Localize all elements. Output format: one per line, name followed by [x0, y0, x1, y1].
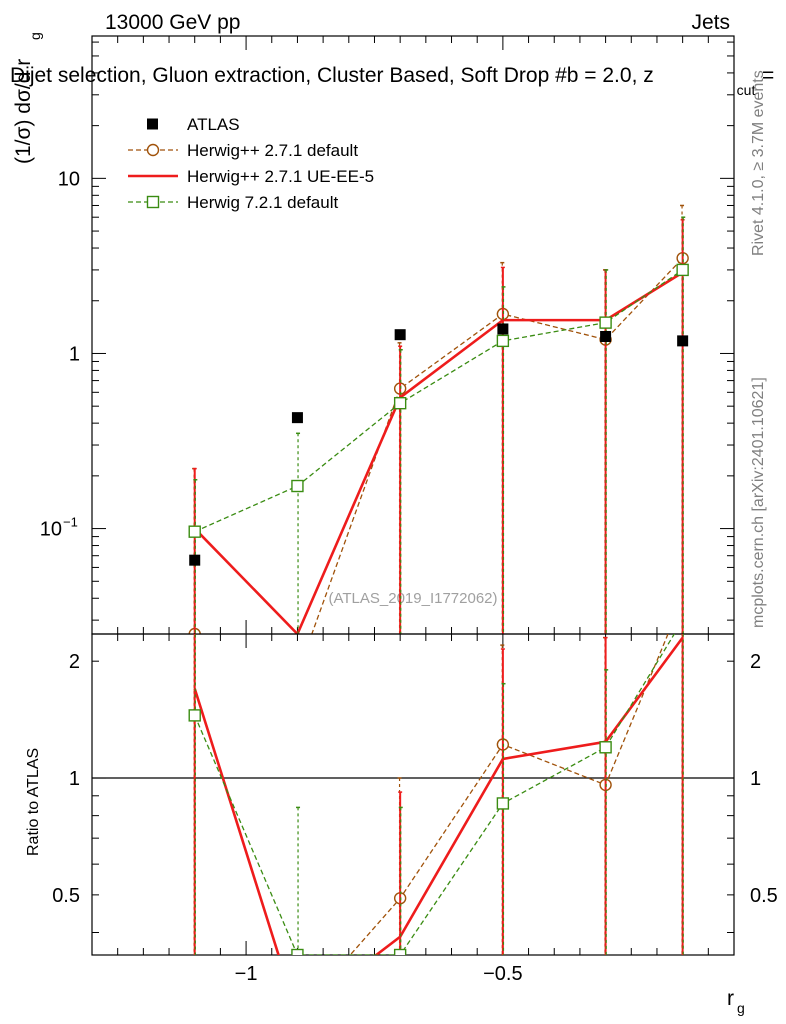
main-y-axis-title-subscript: g: [27, 32, 43, 40]
ratio-marker-herwig7-default: [496, 797, 510, 810]
ratio-y-tick-label: 1: [69, 768, 80, 790]
legend-label-herwig7-default: Herwig 7.2.1 default: [187, 193, 338, 212]
atlas-data-point: [394, 329, 406, 341]
mcplots-label: mcplots.cern.ch [arXiv:2401.10621]: [750, 377, 767, 628]
legend-item-herwig-pp-default: Herwig++ 2.7.1 default: [128, 141, 358, 160]
atlas-data-point: [291, 412, 303, 424]
ratio-y-tick-label-right: 2: [750, 651, 761, 673]
plot-title-tail: =: [762, 64, 774, 87]
legend-label-atlas: ATLAS: [187, 115, 240, 134]
ratio-y-tick-label: 0.5: [52, 885, 80, 907]
main-marker-herwig7-default: [676, 263, 689, 277]
atlas-data-points: [189, 323, 689, 566]
ratio-line-herwig-pp-ueee5: [193, 636, 684, 955]
ratio-frame: [91, 633, 735, 956]
legend-marker-herwig7-default: [146, 195, 160, 209]
ratio-line-herwig7-default: [194, 634, 676, 955]
atlas-data-point: [189, 554, 201, 566]
x-axis-title: r g: [727, 987, 745, 1016]
main-y-tick-label-exponent: −1: [63, 515, 78, 530]
main-y-ticks: [92, 41, 734, 621]
x-axis-title-subscript: g: [737, 1000, 745, 1016]
analysis-watermark: (ATLAS_2019_I1772062): [328, 590, 497, 607]
main-y-tick-label: 10: [58, 168, 80, 190]
ratio-x-ticks: [117, 634, 735, 955]
atlas-data-point: [677, 335, 689, 347]
main-line-herwig-pp-default: [194, 257, 684, 634]
x-tick-label: −0.5: [483, 963, 522, 985]
main-y-axis-title-text: (1/σ) dσ/d r: [12, 59, 35, 164]
ratio-marker-herwig7-default: [188, 709, 201, 722]
main-marker-herwig7-default: [291, 479, 304, 493]
ratio-line-herwig-pp-default: [349, 634, 669, 955]
ratio-y-axis-title: Ratio to ATLAS: [25, 748, 42, 856]
ratio-y-tick-label: 2: [69, 651, 80, 673]
legend-label-herwig-pp-default: Herwig++ 2.7.1 default: [187, 141, 358, 160]
plot-title-subscript: cut: [737, 82, 756, 98]
legend: ATLAS Herwig++ 2.7.1 default Herwig++ 2.7.…: [128, 115, 374, 212]
main-y-axis-title: (1/σ) dσ/d r g: [12, 32, 43, 164]
main-marker-herwig7-default: [393, 396, 407, 410]
rivet-version-label: Rivet 4.1.0, ≥ 3.7M events: [750, 70, 767, 256]
legend-item-herwig7-default: Herwig 7.2.1 default: [128, 193, 338, 212]
legend-marker-herwig-pp-default: [146, 143, 160, 157]
main-series-herwig7-default: [188, 216, 689, 634]
main-line-herwig-pp-ueee5: [193, 271, 684, 634]
main-marker-herwig7-default: [599, 316, 612, 329]
ratio-series-herwig-pp-default: [193, 634, 683, 955]
legend-item-atlas: ATLAS: [147, 115, 240, 134]
plot-title-main: Dijet selection, Gluon extraction, Clust…: [10, 64, 654, 87]
category-label: Jets: [691, 11, 730, 34]
main-line-herwig7-default: [194, 269, 684, 533]
ratio-marker-herwig7-default: [599, 741, 612, 754]
ratio-y-tick-label-right: 1: [750, 768, 761, 790]
legend-marker-atlas: [147, 118, 158, 130]
main-marker-herwig7-default: [496, 334, 510, 348]
ratio-y-tick-label-right: 0.5: [750, 885, 778, 907]
x-tick-label: −1: [235, 963, 258, 985]
ratio-y-ticks: [92, 660, 734, 933]
x-axis-title-text: r: [727, 987, 734, 1010]
ratio-marker-herwig7-default: [393, 948, 407, 955]
legend-item-herwig-pp-ueee5: Herwig++ 2.7.1 UE-EE-5: [128, 167, 374, 186]
energy-label: 13000 GeV pp: [105, 11, 240, 34]
atlas-data-point: [497, 323, 509, 335]
plot-title: Dijet selection, Gluon extraction, Clust…: [10, 64, 774, 98]
ratio-marker-herwig7-default: [291, 948, 304, 955]
main-series-herwig-pp-ueee5: [192, 219, 685, 634]
main-marker-herwig7-default: [188, 525, 201, 538]
legend-label-herwig-pp-ueee5: Herwig++ 2.7.1 UE-EE-5: [187, 167, 374, 186]
atlas-data-point: [600, 330, 612, 342]
main-y-tick-label: 10: [40, 519, 62, 541]
ratio-series-herwig7-default: [188, 634, 684, 955]
ratio-panel: −1 −0.5 0.5 0.5 1 1 2 2: [52, 633, 778, 985]
main-y-tick-label: 1: [69, 343, 80, 365]
